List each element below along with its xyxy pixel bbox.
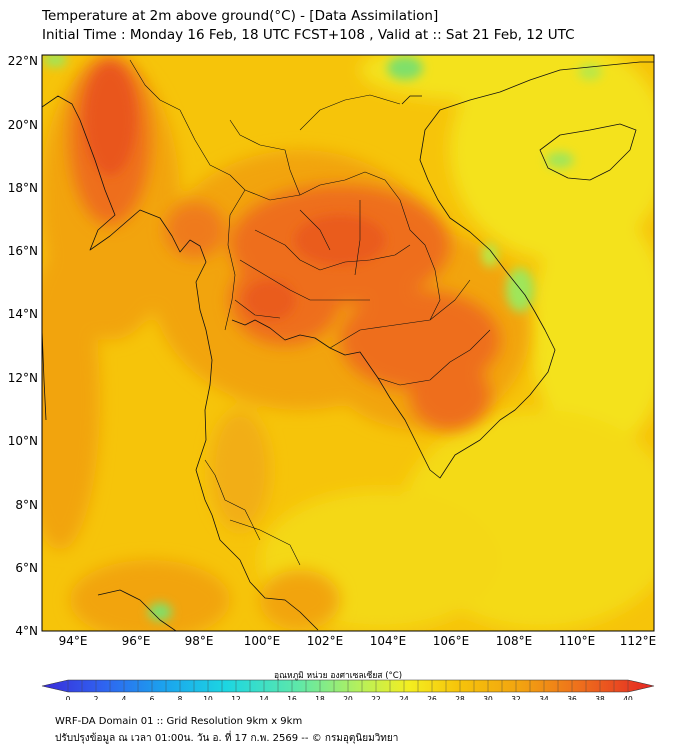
colorbar-tick-label: 6 bbox=[150, 695, 155, 700]
colorbar: 0 2 4 6 8 10 12 14 16 18 20 22 24 26 28 30 32 34 36 38 40 bbox=[41, 679, 655, 700]
field-hottest-zones bbox=[85, 65, 385, 320]
colorbar-title: อุณหภูมิ หน่วย องศาเซลเซียส (°C) bbox=[273, 671, 403, 681]
chart-title: Temperature at 2m above ground(°C) - [Da… bbox=[42, 8, 439, 24]
lat-tick-label: 10°N bbox=[8, 434, 38, 448]
plot-frame bbox=[41, 54, 655, 632]
coastlines bbox=[42, 61, 654, 631]
lat-tick-label: 20°N bbox=[8, 118, 38, 132]
colorbar-tick-label: 8 bbox=[178, 695, 183, 700]
colorbar-tick-label: 30 bbox=[483, 695, 493, 700]
lat-tick-label: 16°N bbox=[8, 244, 38, 258]
lat-tick-label: 22°N bbox=[8, 54, 38, 68]
lon-tick-label: 112°E bbox=[620, 634, 657, 648]
lon-tick-label: 110°E bbox=[559, 634, 596, 648]
longitude-axis: 94°E 96°E 98°E 100°E 102°E 104°E 106°E 1… bbox=[59, 634, 657, 648]
latitude-axis: 22°N 20°N 18°N 16°N 14°N 12°N 10°N 8°N 6… bbox=[8, 54, 38, 638]
colorbar-tick-label: 32 bbox=[511, 695, 521, 700]
lon-tick-label: 106°E bbox=[433, 634, 470, 648]
lon-tick-label: 104°E bbox=[370, 634, 407, 648]
colorbar-tick-label: 4 bbox=[122, 695, 127, 700]
footer-domain-info: WRF-DA Domain 01 :: Grid Resolution 9km … bbox=[55, 716, 303, 727]
chart-subtitle: Initial Time : Monday 16 Feb, 18 UTC FCS… bbox=[42, 27, 575, 43]
colorbar-tick-label: 0 bbox=[66, 695, 71, 700]
lat-tick-label: 18°N bbox=[8, 181, 38, 195]
lon-tick-label: 96°E bbox=[122, 634, 151, 648]
lat-tick-label: 4°N bbox=[15, 624, 38, 638]
field-green-spots bbox=[43, 55, 602, 621]
footer-update-info: ปรับปรุงข้อมูล ณ เวลา 01:00น. วัน อ. ที่… bbox=[55, 733, 399, 744]
colorbar-tick-label: 22 bbox=[371, 695, 381, 700]
colorbar-tick-label: 2 bbox=[94, 695, 99, 700]
lat-tick-label: 6°N bbox=[15, 561, 38, 575]
country-borders bbox=[129, 59, 491, 566]
lon-tick-label: 108°E bbox=[496, 634, 533, 648]
colorbar-tick-label: 36 bbox=[567, 695, 577, 700]
lon-tick-label: 100°E bbox=[244, 634, 281, 648]
lat-tick-label: 14°N bbox=[8, 307, 38, 321]
colorbar-tick-label: 14 bbox=[259, 695, 269, 700]
lon-tick-label: 94°E bbox=[59, 634, 88, 648]
lon-tick-label: 102°E bbox=[307, 634, 344, 648]
colorbar-tick-label: 18 bbox=[315, 695, 325, 700]
colorbar-tick-label: 40 bbox=[623, 695, 633, 700]
colorbar-tick-label: 26 bbox=[427, 695, 437, 700]
lat-tick-label: 8°N bbox=[15, 498, 38, 512]
colorbar-tick-label: 24 bbox=[399, 695, 409, 700]
colorbar-tick-label: 16 bbox=[287, 695, 297, 700]
colorbar-tick-label: 28 bbox=[455, 695, 465, 700]
colorbar-tick-label: 38 bbox=[595, 695, 605, 700]
colorbar-tick-label: 12 bbox=[231, 695, 241, 700]
colorbar-tick-label: 34 bbox=[539, 695, 549, 700]
temperature-field bbox=[42, 55, 654, 631]
lon-tick-label: 98°E bbox=[185, 634, 214, 648]
colorbar-tick-label: 10 bbox=[203, 695, 213, 700]
temperature-map: 94°E 96°E 98°E 100°E 102°E 104°E 106°E 1… bbox=[8, 54, 657, 700]
colorbar-tick-label: 20 bbox=[343, 695, 353, 700]
lat-tick-label: 12°N bbox=[8, 371, 38, 385]
